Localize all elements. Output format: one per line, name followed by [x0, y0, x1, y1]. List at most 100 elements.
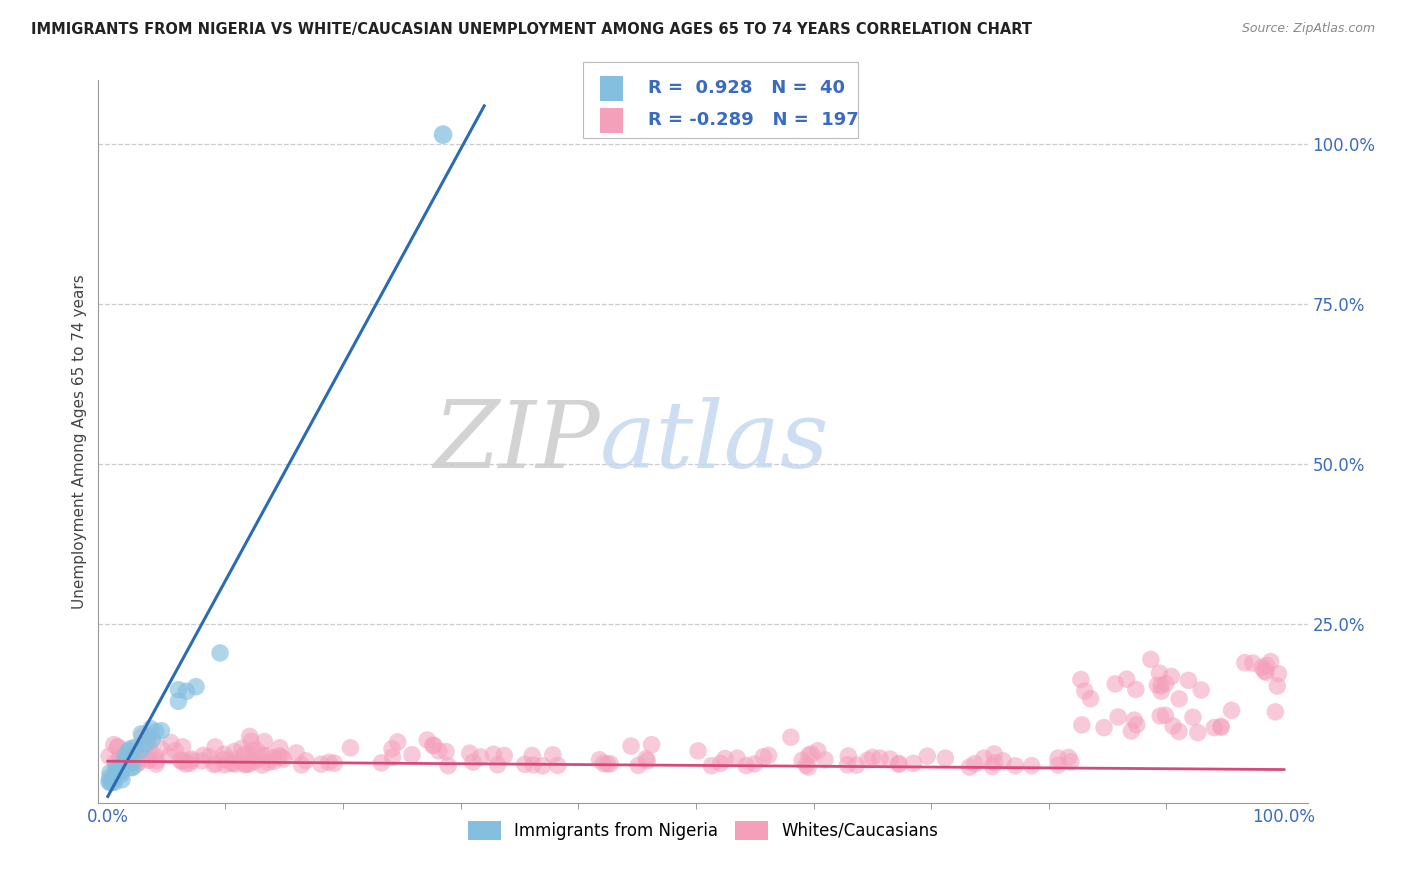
- Point: [596, 757, 619, 772]
- Point: [461, 755, 484, 769]
- Point: [991, 754, 1014, 768]
- Point: [172, 739, 194, 754]
- Text: IMMIGRANTS FROM NIGERIA VS WHITE/CAUCASIAN UNEMPLOYMENT AMONG AGES 65 TO 74 YEAR: IMMIGRANTS FROM NIGERIA VS WHITE/CAUCASI…: [31, 22, 1032, 37]
- Point: [792, 753, 814, 767]
- Point: [103, 738, 125, 752]
- Point: [115, 755, 138, 769]
- Point: [138, 740, 160, 755]
- Point: [205, 756, 228, 771]
- Point: [105, 768, 128, 782]
- Point: [121, 760, 143, 774]
- Point: [1123, 713, 1146, 727]
- Point: [117, 756, 139, 770]
- Point: [114, 749, 136, 764]
- Point: [458, 746, 481, 760]
- Point: [232, 756, 254, 771]
- Point: [98, 749, 121, 764]
- Point: [640, 738, 662, 752]
- Point: [797, 747, 820, 762]
- Point: [984, 756, 1007, 770]
- Point: [118, 742, 141, 756]
- Point: [1060, 755, 1083, 769]
- Point: [1168, 724, 1191, 739]
- Point: [242, 743, 264, 757]
- Point: [494, 748, 516, 763]
- Point: [104, 767, 127, 781]
- Point: [129, 743, 152, 757]
- Point: [270, 750, 292, 764]
- Point: [983, 747, 1005, 761]
- Point: [887, 757, 910, 772]
- Point: [1177, 673, 1199, 688]
- Point: [263, 751, 285, 765]
- Point: [141, 732, 163, 747]
- Point: [273, 752, 295, 766]
- Point: [1160, 669, 1182, 683]
- Point: [263, 754, 285, 768]
- Point: [710, 756, 733, 771]
- Point: [108, 760, 131, 774]
- Point: [1004, 758, 1026, 772]
- Point: [636, 752, 658, 766]
- Point: [588, 753, 610, 767]
- Point: [254, 748, 277, 763]
- Point: [862, 750, 884, 764]
- Point: [482, 747, 505, 762]
- Point: [184, 680, 207, 694]
- Point: [127, 756, 149, 770]
- Point: [98, 765, 121, 780]
- Point: [117, 759, 139, 773]
- Point: [170, 755, 193, 769]
- Point: [599, 756, 621, 771]
- Point: [547, 758, 569, 772]
- Point: [1256, 665, 1278, 680]
- Point: [309, 757, 332, 772]
- Point: [1140, 652, 1163, 666]
- Point: [401, 747, 423, 762]
- Point: [269, 748, 291, 763]
- Point: [686, 744, 709, 758]
- Point: [138, 729, 160, 743]
- Point: [120, 756, 142, 770]
- Point: [807, 744, 830, 758]
- Point: [257, 756, 280, 770]
- Text: Source: ZipAtlas.com: Source: ZipAtlas.com: [1241, 22, 1375, 36]
- Point: [269, 740, 291, 755]
- Point: [541, 747, 564, 762]
- Point: [145, 757, 167, 772]
- Point: [1187, 725, 1209, 739]
- Point: [110, 749, 132, 764]
- Point: [381, 750, 404, 764]
- Point: [169, 753, 191, 767]
- Point: [160, 735, 183, 749]
- Point: [1149, 666, 1171, 681]
- Point: [290, 758, 312, 772]
- Point: [427, 744, 450, 758]
- Point: [120, 749, 142, 764]
- Point: [98, 775, 121, 789]
- Point: [159, 748, 181, 763]
- Point: [198, 749, 221, 764]
- Point: [1211, 719, 1233, 733]
- Point: [193, 748, 215, 763]
- Point: [1251, 660, 1274, 674]
- Point: [143, 748, 166, 763]
- Point: [1115, 672, 1137, 686]
- Point: [138, 753, 160, 767]
- Point: [225, 752, 247, 766]
- Point: [98, 771, 121, 785]
- Point: [725, 751, 748, 765]
- Point: [1047, 751, 1070, 765]
- Point: [837, 749, 859, 764]
- Point: [114, 755, 136, 769]
- Point: [1146, 678, 1168, 692]
- Point: [1253, 664, 1275, 678]
- Point: [150, 723, 173, 738]
- Text: ZIP: ZIP: [433, 397, 600, 486]
- Point: [176, 684, 198, 698]
- Point: [1107, 710, 1129, 724]
- Point: [1233, 656, 1256, 670]
- Point: [794, 758, 817, 772]
- Point: [214, 757, 236, 772]
- Point: [1070, 673, 1092, 687]
